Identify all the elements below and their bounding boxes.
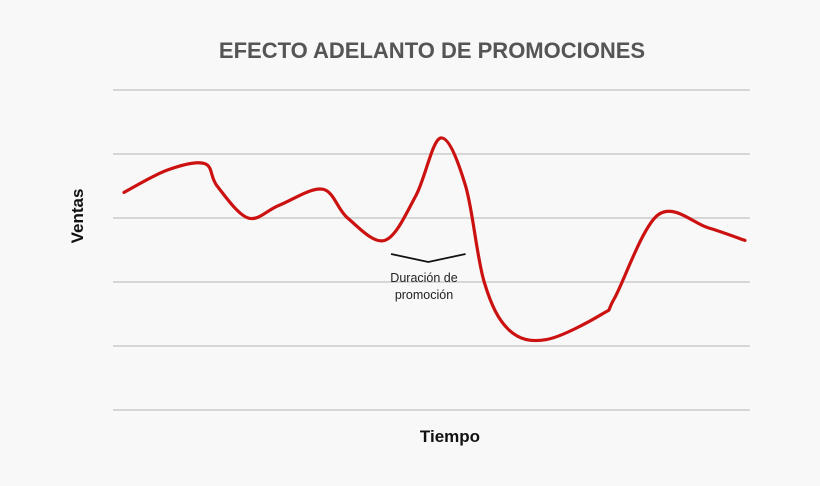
promo-annotation-line-2: promoción <box>395 288 453 302</box>
sales-line-series <box>122 136 747 343</box>
promo-annotation-line-1: Duración de <box>390 271 457 285</box>
annotation-layer: Duración de promoción <box>390 253 466 302</box>
series-layer <box>122 136 747 343</box>
chart-title: EFECTO ADELANTO DE PROMOCIONES <box>219 38 645 63</box>
gridlines <box>113 89 750 411</box>
x-axis-label: Tiempo <box>420 427 480 446</box>
promo-duration-bracket <box>390 253 466 263</box>
y-axis-label: Ventas <box>68 189 87 244</box>
